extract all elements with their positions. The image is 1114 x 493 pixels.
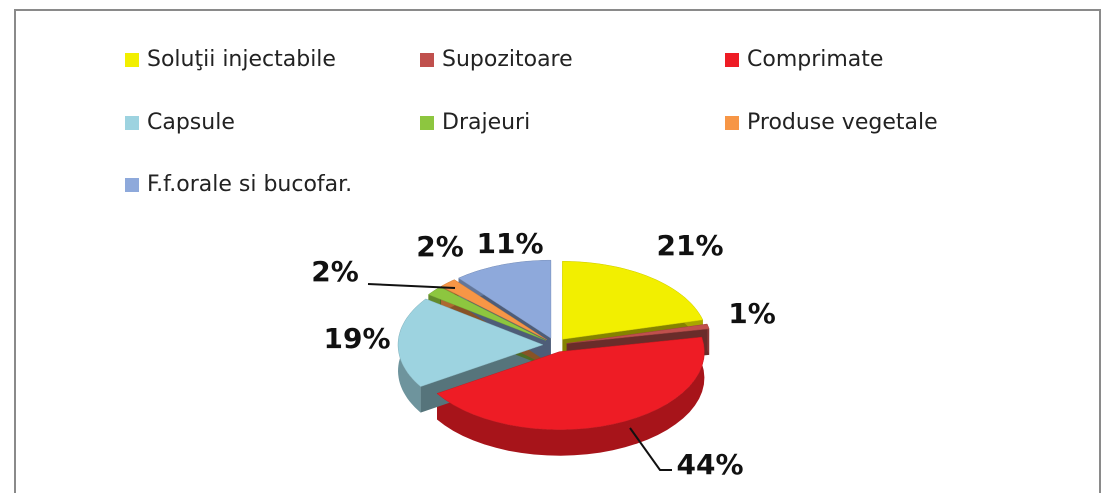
- leader-line: [629, 427, 672, 471]
- leader-line: [367, 283, 456, 289]
- slice: [566, 323, 710, 344]
- legend-swatch: [420, 116, 434, 130]
- legend-swatch: [725, 53, 739, 67]
- slice: [436, 336, 705, 430]
- data-label: 11%: [476, 227, 543, 260]
- legend-swatch: [725, 116, 739, 130]
- slice-wall: [707, 324, 710, 355]
- legend-label: Capsule: [147, 110, 235, 135]
- legend-swatch: [125, 53, 139, 67]
- legend-label: Comprimate: [747, 47, 883, 72]
- pie-tops: [397, 259, 710, 430]
- legend-swatch: [420, 53, 434, 67]
- legend-swatch: [125, 178, 139, 192]
- slice-wall: [437, 337, 705, 456]
- legend-label: Soluţii injectabile: [147, 47, 336, 72]
- data-label: 19%: [323, 322, 390, 355]
- slice: [397, 298, 544, 387]
- slice: [562, 261, 704, 340]
- data-label: 2%: [416, 230, 464, 263]
- data-label: 2%: [311, 255, 359, 288]
- legend-label: F.f.orale si bucofar.: [147, 172, 352, 197]
- legend-label: Supozitoare: [442, 47, 573, 72]
- data-label: 1%: [728, 297, 776, 330]
- slice: [457, 259, 552, 339]
- legend-swatch: [125, 116, 139, 130]
- legend-label: Drajeuri: [442, 110, 530, 135]
- slice: [440, 279, 547, 340]
- data-label: 21%: [656, 229, 723, 262]
- data-label: 44%: [676, 448, 743, 481]
- legend-label: Produse vegetale: [747, 110, 938, 135]
